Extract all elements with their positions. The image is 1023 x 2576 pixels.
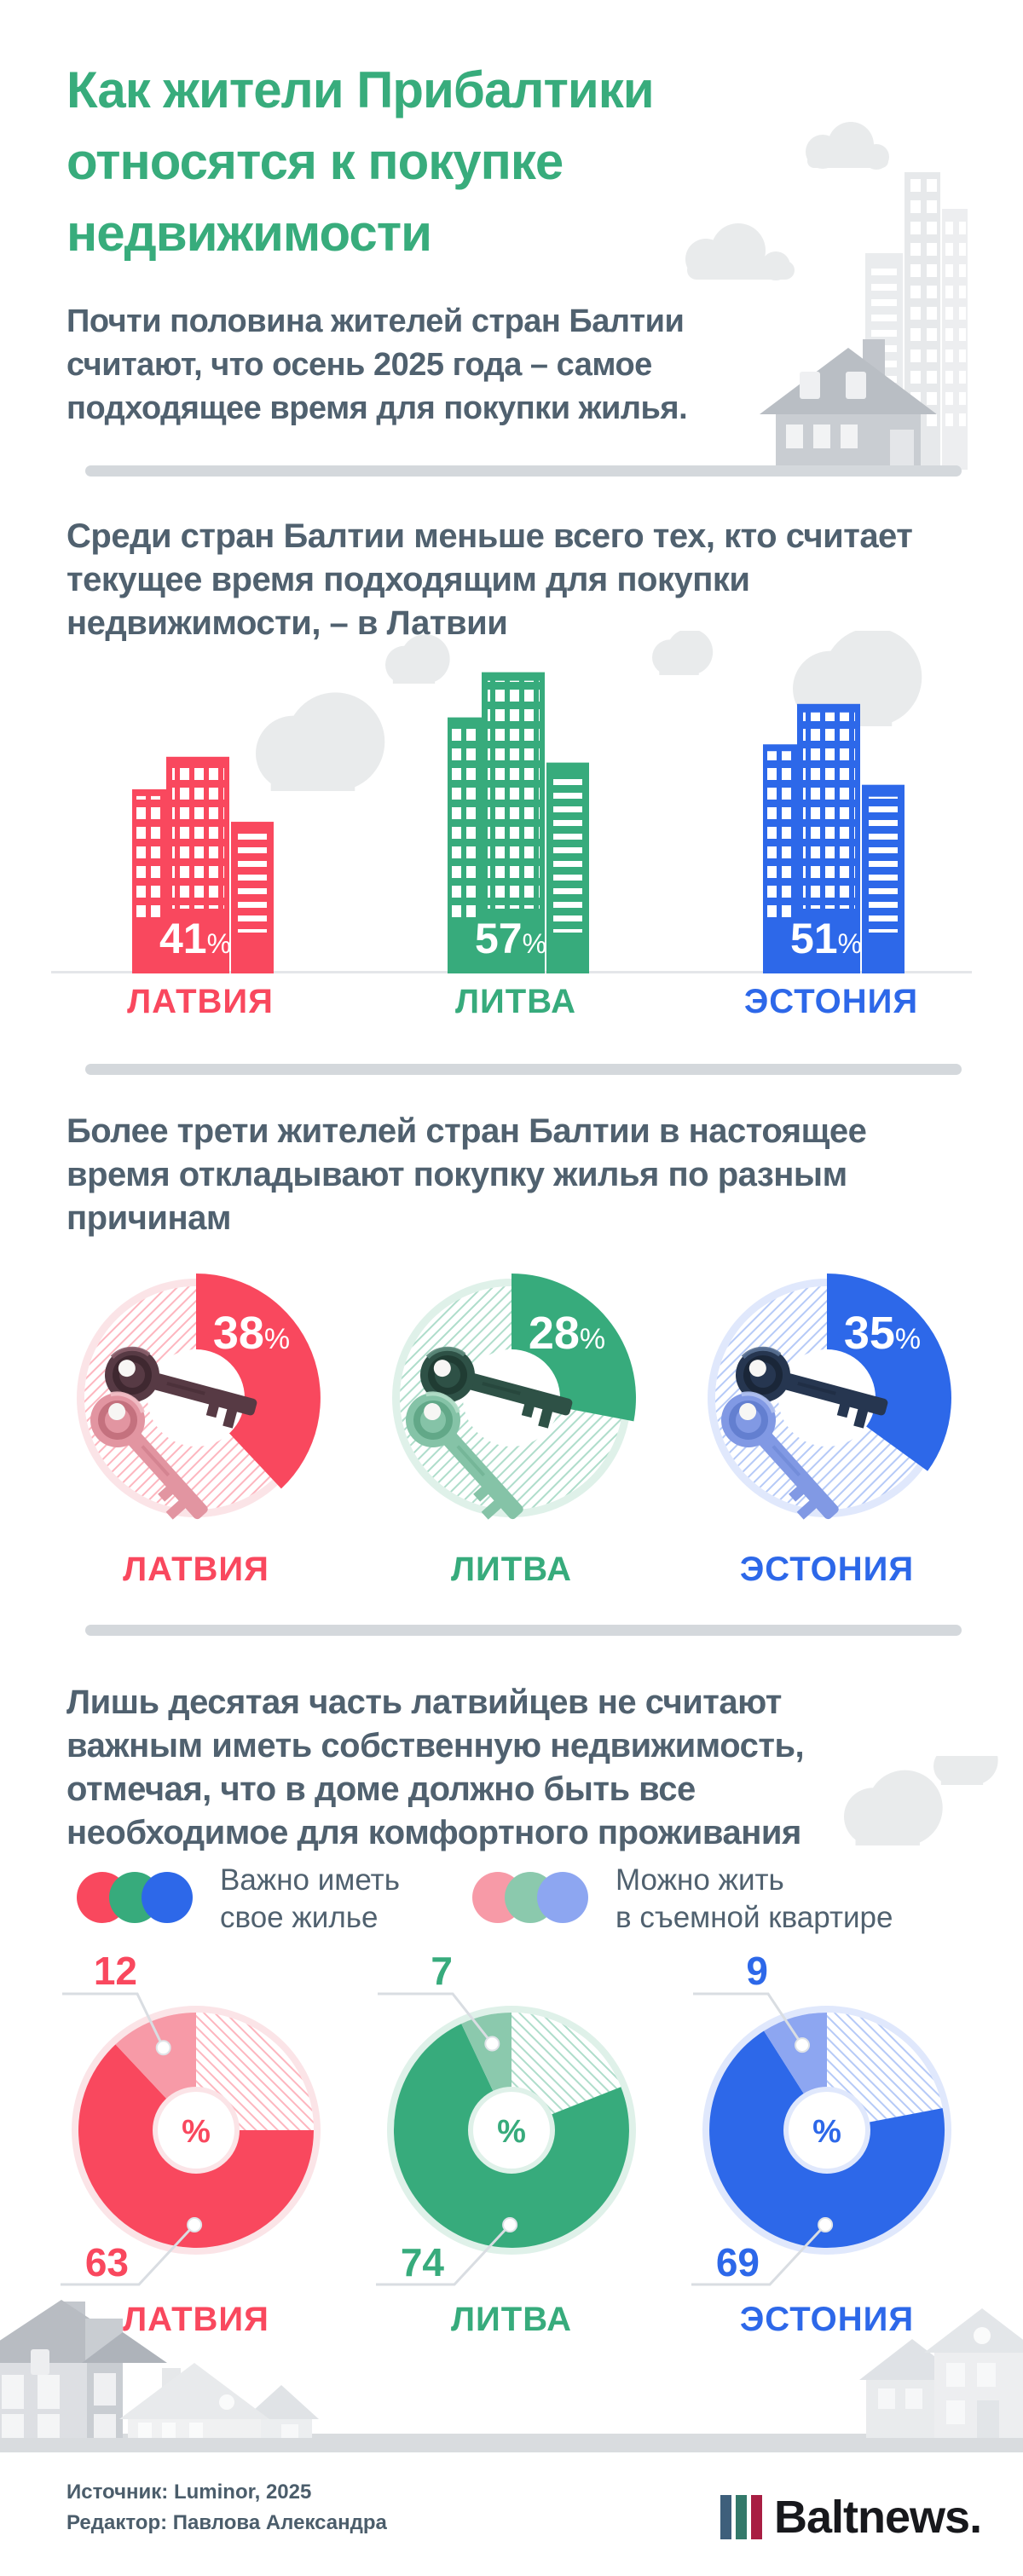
editor-note: Редактор: Павлова Александра <box>66 2511 387 2534</box>
buildings-chart-lithuania: 57% ЛИТВА <box>448 672 589 1020</box>
legend-label-line: свое жилье <box>220 1901 379 1934</box>
cloud-icon <box>685 122 889 280</box>
logo-bar <box>736 2495 747 2539</box>
donuts-section-heading: Более трети жителей стран Балтии в насто… <box>66 1110 867 1240</box>
city-illustration <box>685 122 968 470</box>
baltnews-logo: Baltnews. <box>720 2491 982 2544</box>
own-value: 69 <box>716 2240 760 2284</box>
baltnews-bars-icon <box>720 2495 762 2539</box>
intro-line: Почти половина жителей стран Балтии <box>66 303 685 339</box>
section-divider <box>85 1625 962 1636</box>
heading-line: недвижимости, – в Латвии <box>66 604 508 642</box>
legend-label: Можно жить в съемной квартире <box>616 1862 893 1937</box>
pie-chart-lithuania: % 7 74 ЛИТВА <box>376 1949 636 2338</box>
legend-own-home: Важно иметь свое жилье <box>75 1862 400 1937</box>
section-divider <box>85 1064 962 1075</box>
intro-line: подходящее время для покупки жилья. <box>66 390 688 426</box>
rent-value: 7 <box>431 1949 453 1993</box>
source-note: Источник: Luminor, 2025 <box>66 2481 312 2504</box>
heading-line: необходимое для комфортного проживания <box>66 1814 801 1851</box>
country-label: ЛИТВА <box>451 1551 572 1588</box>
percent-sign: % <box>497 2114 526 2150</box>
donut-chart-estonia: 35% ЭСТОНИЯ <box>708 1274 951 1588</box>
country-label: ЭСТОНИЯ <box>744 983 918 1020</box>
baltnews-logo-text: Baltnews. <box>774 2492 982 2543</box>
title-line: относятся к покупке <box>66 133 564 190</box>
legend-rent-flat: Можно жить в съемной квартире <box>471 1862 893 1937</box>
key-icon-light <box>406 1391 523 1520</box>
legend-label-line: Можно жить <box>616 1863 784 1897</box>
donut-value: 28% <box>529 1308 605 1359</box>
houses-illustration-right <box>859 2308 1023 2438</box>
key-icon-light <box>90 1391 208 1520</box>
legend-label: Важно иметь свое жилье <box>220 1862 400 1937</box>
legend-circles-solid-icon <box>75 1869 203 1930</box>
title-line: Как жители Прибалтики <box>66 61 655 118</box>
percent-sign: % <box>182 2114 211 2150</box>
country-label: ЛИТВА <box>455 983 576 1020</box>
heading-line: важным иметь собственную недвижимость, <box>66 1727 805 1765</box>
donut-chart-lithuania: 28% ЛИТВА <box>392 1274 636 1588</box>
key-icon-dark <box>736 1346 888 1429</box>
own-value: 74 <box>401 2240 445 2284</box>
intro-line: считают, что осень 2025 года – самое <box>66 347 652 383</box>
heading-line: Среди стран Балтии меньше всего тех, кто… <box>66 517 913 555</box>
key-icon-dark <box>420 1346 573 1429</box>
house-illustration <box>760 339 937 470</box>
country-label: ЛАТВИЯ <box>123 2301 269 2338</box>
bar-value: 57% <box>475 915 546 962</box>
key-icon-dark <box>105 1346 257 1429</box>
heading-line: Более трети жителей стран Балтии в насто… <box>66 1112 867 1150</box>
country-label: ЛАТВИЯ <box>127 983 274 1020</box>
heading-line: Лишь десятая часть латвийцев не считают <box>66 1684 782 1721</box>
country-label: ЭСТОНИЯ <box>740 2301 914 2338</box>
light-house <box>119 2363 319 2438</box>
houses-illustration-left <box>0 2300 319 2438</box>
page-title: Как жители Прибалтики относятся к покупк… <box>66 55 655 269</box>
country-label: ЭСТОНИЯ <box>740 1551 914 1588</box>
heading-line: причинам <box>66 1199 232 1237</box>
intro-text: Почти половина жителей стран Балтии счит… <box>66 300 688 430</box>
country-label: ЛИТВА <box>451 2301 572 2338</box>
legend-label-line: Важно иметь <box>220 1863 400 1897</box>
pie-chart-latvia: % 12 63 ЛАТВИЯ <box>61 1949 321 2338</box>
key-icon-light <box>721 1391 839 1520</box>
buildings-chart-latvia: 41% ЛАТВИЯ <box>127 756 274 1020</box>
legend-label-line: в съемной квартире <box>616 1901 893 1934</box>
buildings-section-heading: Среди стран Балтии меньше всего тех, кто… <box>66 515 913 645</box>
heading-line: отмечая, что в доме должно быть все <box>66 1770 696 1808</box>
heading-line: время откладывают покупку жилья по разны… <box>66 1156 847 1193</box>
buildings-chart-estonia: 51% ЭСТОНИЯ <box>744 703 918 1020</box>
rent-value: 9 <box>746 1949 768 1993</box>
heading-line: текущее время подходящим для покупки <box>66 561 750 598</box>
own-value: 63 <box>85 2240 129 2284</box>
bar-value: 41% <box>159 915 231 962</box>
ground-strip <box>0 2434 1023 2452</box>
percent-sign: % <box>812 2114 841 2150</box>
legend-circles-light-icon <box>471 1869 598 1930</box>
logo-bar <box>751 2495 762 2539</box>
section-divider <box>85 465 962 477</box>
rent-value: 12 <box>94 1949 137 1993</box>
logo-bar <box>720 2495 731 2539</box>
pies-section-heading: Лишь десятая часть латвийцев не считают … <box>66 1681 805 1855</box>
pie-chart-estonia: % 9 69 ЭСТОНИЯ <box>691 1949 951 2338</box>
clouds-decoration <box>844 1756 998 1845</box>
donut-chart-latvia: 38% ЛАТВИЯ <box>77 1274 321 1588</box>
country-label: ЛАТВИЯ <box>123 1551 269 1588</box>
title-line: недвижимости <box>66 205 432 262</box>
